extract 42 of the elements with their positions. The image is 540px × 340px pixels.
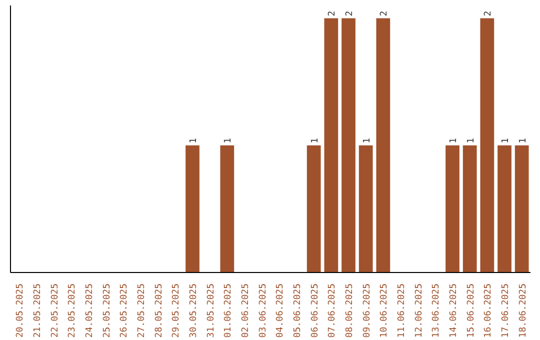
data-label: 2 [380,10,390,16]
x-tick-label: 22.05.2025 [50,283,60,338]
x-tick-label: 28.05.2025 [154,283,164,338]
x-tick-label: 10.06.2025 [380,283,390,338]
x-tick-label: 15.06.2025 [466,283,476,338]
data-label: 1 [189,138,199,144]
x-tick-label: 14.06.2025 [449,283,459,338]
x-tick-label: 11.06.2025 [397,283,407,338]
x-tick-label: 23.05.2025 [68,283,78,338]
data-label: 1 [501,138,511,144]
x-tick-label: 29.05.2025 [172,283,182,338]
data-label: 2 [345,10,355,16]
x-tick-label: 05.06.2025 [293,283,303,338]
data-label: 1 [224,138,234,144]
x-tick-label: 08.06.2025 [345,283,355,338]
x-tick-label: 25.05.2025 [102,283,112,338]
x-tick-label: 30.05.2025 [189,283,199,338]
x-tick-label: 20.05.2025 [16,283,26,338]
x-tick-label: 31.05.2025 [206,283,216,338]
x-tick-label: 21.05.2025 [33,283,43,338]
x-tick-label: 06.06.2025 [310,283,320,338]
data-label: 1 [310,138,320,144]
data-label: 1 [449,138,459,144]
x-tick-label: 18.06.2025 [518,283,528,338]
data-label: 1 [466,138,476,144]
x-tick-label: 03.06.2025 [258,283,268,338]
x-tick-label: 13.06.2025 [432,283,442,338]
data-label: 1 [518,138,528,144]
x-tick-label: 26.05.2025 [120,283,130,338]
x-tick-label: 16.06.2025 [484,283,494,338]
data-label: 2 [328,10,338,16]
x-tick-label: 01.06.2025 [224,283,234,338]
x-tick-label: 02.06.2025 [241,283,251,338]
x-tick-label: 07.06.2025 [328,283,338,338]
data-label: 1 [362,138,372,144]
x-tick-label: 09.06.2025 [362,283,372,338]
data-label: 2 [484,10,494,16]
x-tick-label: 27.05.2025 [137,283,147,338]
x-tick-label: 04.06.2025 [276,283,286,338]
x-tick-label: 12.06.2025 [414,283,424,338]
x-tick-label: 24.05.2025 [85,283,95,338]
x-tick-label: 17.06.2025 [501,283,511,338]
